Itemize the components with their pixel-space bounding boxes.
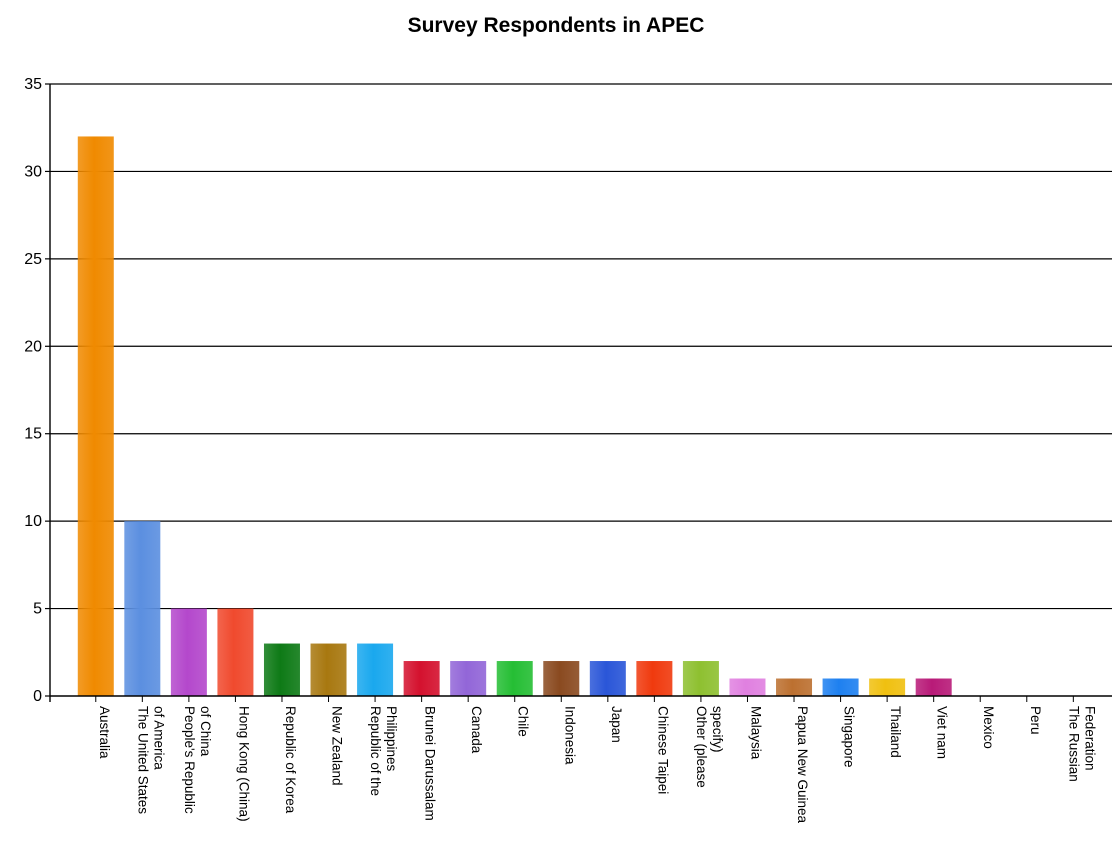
x-category-label: Peru [1028,706,1043,735]
x-category-label: Papua New Guinea [795,706,810,824]
x-category-label: People's Republic [182,706,197,814]
bar [124,521,161,696]
bar [589,661,626,696]
x-category-label: Republic of the [368,706,383,796]
y-tick-label: 5 [33,601,42,618]
x-category-label: Mexico [981,706,996,749]
x-category-label: Malaysia [748,706,763,760]
x-category-label: Indonesia [562,706,577,765]
x-category-label: Chinese Taipei [655,706,670,794]
bar [357,643,394,696]
x-category-label: Brunei Darussalam [423,706,438,821]
y-tick-label: 25 [24,251,42,268]
bar [915,678,952,696]
x-category-label: New Zealand [330,706,345,786]
x-category-label: The United States [135,706,150,814]
x-category-label: of China [198,706,213,757]
bar [543,661,580,696]
bar [636,661,673,696]
y-axis-ticks: 0 5 10 15 20 25 30 35 [24,76,50,705]
x-category-label: Thailand [888,706,903,758]
y-tick-label: 0 [33,688,42,705]
bar [450,661,487,696]
bar [77,136,114,696]
x-category-label: Chile [516,706,531,737]
chart-title: Survey Respondents in APEC [407,14,705,37]
y-tick-label: 35 [24,76,42,93]
bar [217,608,254,696]
x-category-label: The Russian [1066,706,1081,782]
bar [170,608,207,696]
bar [822,678,859,696]
axes [49,84,1112,702]
x-category-label: of America [151,706,166,770]
y-tick-label: 10 [24,513,42,530]
bar [263,643,300,696]
bars [77,136,952,696]
x-axis-labels: Australia The United States of America Peop… [95,696,1097,824]
bar [729,678,766,696]
x-category-label: Republic of Korea [283,706,298,814]
x-category-label: Australia [97,706,112,759]
bar [776,678,813,696]
x-category-label: Singapore [842,706,857,768]
bar [869,678,906,696]
y-tick-label: 30 [24,163,42,180]
x-category-label: Philippines [384,706,399,772]
bar [403,661,440,696]
x-category-label: Other (please [694,706,709,788]
x-category-label: Japan [609,706,624,743]
bar [310,643,347,696]
x-category-label: Hong Kong (China) [236,706,251,822]
x-category-label: Canada [469,706,484,754]
bar [682,661,719,696]
x-category-label: Federation [1082,706,1097,771]
y-tick-label: 15 [24,426,42,443]
x-category-label: specify) [710,706,725,753]
gridlines [50,83,1112,610]
y-tick-label: 20 [24,338,42,355]
x-category-label: Viet nam [935,706,950,759]
bar [496,661,533,696]
